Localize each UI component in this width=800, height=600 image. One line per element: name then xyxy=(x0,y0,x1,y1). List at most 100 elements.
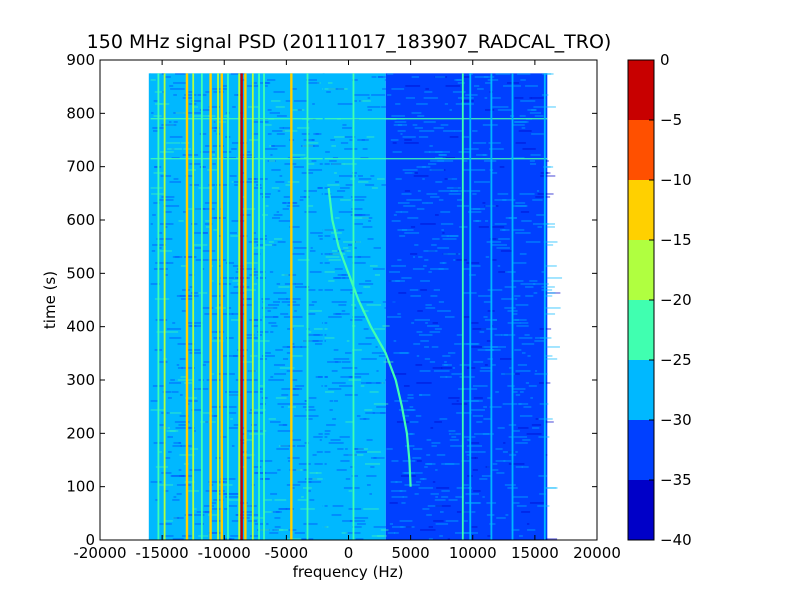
noise-speck xyxy=(187,322,203,324)
noise-speck xyxy=(371,352,381,354)
noise-speck xyxy=(462,484,469,486)
noise-speck xyxy=(376,370,379,372)
noise-speck xyxy=(491,364,496,366)
y-tick-label: 700 xyxy=(66,158,95,176)
noise-speck xyxy=(293,247,308,249)
noise-speck xyxy=(440,211,451,213)
noise-speck xyxy=(465,94,478,96)
noise-speck xyxy=(274,373,287,375)
noise-speck xyxy=(273,316,278,318)
noise-speck xyxy=(534,340,544,342)
noise-speck xyxy=(412,268,425,270)
noise-speck xyxy=(232,106,236,108)
noise-speck xyxy=(374,328,386,330)
noise-speck xyxy=(201,250,216,252)
noise-speck xyxy=(291,355,303,357)
noise-speck xyxy=(530,397,533,399)
noise-speck xyxy=(483,301,491,303)
noise-speck xyxy=(546,244,554,246)
noise-speck xyxy=(150,400,158,402)
noise-speck xyxy=(517,427,529,429)
noise-speck xyxy=(310,232,324,234)
noise-speck xyxy=(292,325,304,327)
noise-speck xyxy=(466,454,471,456)
noise-speck xyxy=(270,331,274,333)
noise-speck xyxy=(514,295,521,297)
noise-speck xyxy=(170,88,185,90)
noise-speck xyxy=(232,265,244,267)
noise-speck xyxy=(209,259,220,261)
noise-speck xyxy=(260,82,271,84)
noise-speck xyxy=(326,91,331,93)
noise-speck xyxy=(303,190,317,192)
noise-speck xyxy=(423,121,436,123)
noise-speck xyxy=(207,169,219,171)
noise-speck xyxy=(438,190,452,192)
noise-speck xyxy=(404,190,411,192)
noise-speck xyxy=(413,175,429,177)
noise-speck xyxy=(473,361,484,363)
noise-speck xyxy=(180,265,186,267)
noise-speck xyxy=(515,304,529,306)
noise-speck xyxy=(168,451,172,453)
noise-speck xyxy=(295,385,305,387)
noise-speck xyxy=(501,298,514,300)
noise-speck xyxy=(311,139,314,141)
noise-speck xyxy=(309,304,315,306)
noise-speck xyxy=(399,352,410,354)
noise-speck xyxy=(429,331,441,333)
noise-speck xyxy=(426,514,432,516)
noise-speck xyxy=(531,109,536,111)
noise-speck xyxy=(476,154,487,156)
noise-speck xyxy=(516,325,529,327)
noise-speck xyxy=(520,283,536,285)
noise-speck xyxy=(253,517,258,519)
noise-speck xyxy=(456,487,472,489)
noise-speck xyxy=(328,196,344,198)
noise-speck xyxy=(441,229,444,231)
noise-speck xyxy=(196,511,212,513)
colorbar-segment xyxy=(628,480,654,540)
noise-speck xyxy=(334,172,337,174)
noise-speck xyxy=(430,268,444,270)
noise-speck xyxy=(230,418,233,420)
noise-speck xyxy=(518,403,529,405)
noise-speck xyxy=(515,466,523,468)
noise-speck xyxy=(329,160,337,162)
noise-speck xyxy=(189,274,195,276)
noise-speck xyxy=(173,496,177,498)
heatmap-region xyxy=(385,73,548,540)
noise-speck xyxy=(489,148,504,150)
noise-speck xyxy=(343,247,349,249)
noise-speck xyxy=(271,100,281,102)
noise-speck xyxy=(352,526,362,528)
noise-speck xyxy=(356,415,361,417)
noise-speck xyxy=(358,283,374,285)
noise-speck xyxy=(177,367,183,369)
noise-speck xyxy=(479,331,485,333)
noise-speck xyxy=(329,253,346,255)
noise-speck xyxy=(472,385,488,387)
noise-speck xyxy=(304,400,308,402)
y-tick-label: 500 xyxy=(66,264,95,282)
noise-speck xyxy=(271,145,286,147)
noise-speck xyxy=(530,163,537,165)
noise-speck xyxy=(526,433,542,435)
noise-speck xyxy=(479,370,493,372)
noise-speck xyxy=(535,370,538,372)
noise-speck xyxy=(160,151,174,153)
noise-speck xyxy=(163,205,180,207)
noise-speck xyxy=(512,391,518,393)
noise-speck xyxy=(309,310,322,312)
noise-speck xyxy=(427,505,442,507)
noise-speck xyxy=(483,76,495,78)
noise-speck xyxy=(454,343,462,345)
noise-speck xyxy=(307,169,323,171)
noise-speck xyxy=(271,169,281,171)
noise-speck xyxy=(412,172,418,174)
noise-speck xyxy=(285,100,291,102)
noise-speck xyxy=(269,421,281,423)
noise-speck xyxy=(371,76,377,78)
noise-speck xyxy=(366,484,371,486)
